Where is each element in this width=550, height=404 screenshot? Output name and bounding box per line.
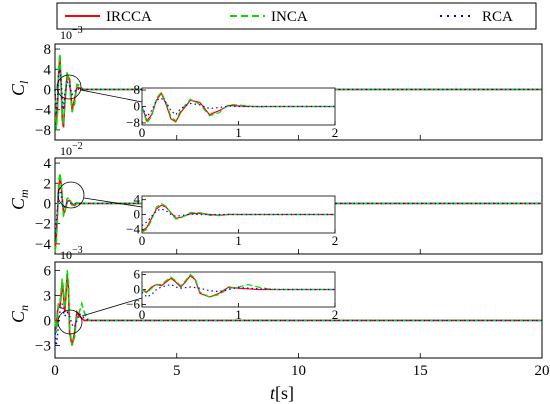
ylabel-cm: Cm bbox=[8, 189, 31, 210]
series-cl bbox=[54, 54, 542, 130]
series-line-rca bbox=[54, 188, 542, 234]
zoom-connector-cm bbox=[83, 197, 143, 208]
inset-series-line-ircca bbox=[141, 91, 335, 123]
series-line-inca bbox=[54, 173, 542, 253]
inset-series-line-inca bbox=[141, 90, 335, 125]
scale-factor-cm: 10−2 bbox=[60, 141, 83, 158]
yticks-cm: 4 2 0 −2 −4 bbox=[35, 156, 543, 254]
ytick-label: 2 bbox=[44, 176, 52, 192]
ytick-label: −3 bbox=[35, 338, 51, 354]
xticks-bottom: 0 5 10 15 20 bbox=[51, 363, 549, 379]
xtick-label: 0 bbox=[51, 363, 59, 379]
inset-ytick-label: 0 bbox=[134, 282, 141, 297]
ytick-label: −4 bbox=[35, 103, 51, 119]
ylabel-cl: Cl bbox=[8, 80, 31, 96]
inset-ytick-label: 4 bbox=[134, 192, 141, 207]
inset-ytick-label: 8 bbox=[134, 82, 141, 97]
ytick-label: 8 bbox=[44, 42, 52, 58]
ytick-label: 3 bbox=[44, 288, 52, 304]
zoom-circle-cn bbox=[57, 309, 83, 335]
zoom-connector-cn bbox=[81, 297, 143, 317]
legend-label-inca: INCA bbox=[271, 9, 308, 25]
inset-xtick-label: 0 bbox=[139, 125, 146, 140]
inset-series-line-rca bbox=[141, 97, 335, 118]
inset-series-line-inca bbox=[141, 202, 335, 233]
inset-xtick-label: 0 bbox=[139, 307, 146, 322]
legend-label-rca: RCA bbox=[482, 9, 513, 25]
series-cm bbox=[54, 173, 542, 253]
xtick-label: 15 bbox=[413, 363, 428, 379]
inset-series-line-inca bbox=[141, 273, 335, 298]
xlabel: t[s] bbox=[270, 383, 294, 403]
ytick-label: 0 bbox=[44, 313, 52, 329]
legend: IRCCA INCA RCA bbox=[56, 2, 537, 30]
series-line-inca bbox=[54, 54, 542, 130]
inset-xtick-label: 2 bbox=[332, 125, 339, 140]
inset-series-line-rca bbox=[141, 283, 335, 298]
zoom-circle-cl bbox=[56, 74, 82, 100]
yticks-cn: 6 3 0 −3 bbox=[35, 263, 543, 358]
yticks-cl: 8 4 0 −4 −8 bbox=[35, 42, 543, 140]
ytick-label: −4 bbox=[35, 237, 51, 253]
inset-xtick-label: 1 bbox=[235, 307, 242, 322]
inset-ytick-label: 0 bbox=[134, 207, 141, 222]
xtick-label: 10 bbox=[291, 363, 306, 379]
series-cn bbox=[54, 270, 542, 346]
inset-ytick-label: 6 bbox=[134, 267, 141, 282]
ytick-label: −2 bbox=[35, 217, 51, 233]
ytick-label: 0 bbox=[44, 196, 52, 212]
inset-ytick-label: −6 bbox=[126, 297, 140, 312]
ytick-label: −8 bbox=[35, 123, 51, 139]
zoom-connector-cl bbox=[80, 89, 143, 103]
inset-xtick-label: 2 bbox=[332, 307, 339, 322]
inset-xtick-label: 0 bbox=[139, 233, 146, 248]
ytick-label: 0 bbox=[44, 82, 52, 98]
legend-box bbox=[56, 2, 537, 30]
ytick-label: 4 bbox=[44, 156, 52, 172]
legend-label-ircca: IRCCA bbox=[106, 9, 152, 25]
inset-series-line-ircca bbox=[141, 204, 335, 232]
inset-xtick-label: 1 bbox=[235, 233, 242, 248]
ylabel-cn: Cn bbox=[8, 305, 31, 323]
xtick-label: 20 bbox=[535, 363, 550, 379]
inset-xtick-label: 1 bbox=[235, 125, 242, 140]
ytick-label: 4 bbox=[44, 62, 52, 78]
scale-factor-cl: 10−3 bbox=[60, 25, 83, 42]
inset-cl: 8 0−8 0 1 2 bbox=[126, 82, 338, 140]
zoom-circle-cm bbox=[57, 181, 85, 209]
inset-ytick-label: −8 bbox=[126, 115, 140, 130]
ytick-label: 6 bbox=[44, 263, 52, 279]
scale-factor-cn: 10−3 bbox=[60, 245, 83, 262]
inset-ytick-label: 0 bbox=[134, 99, 141, 114]
xtick-label: 5 bbox=[173, 363, 181, 379]
inset-ytick-label: −4 bbox=[126, 221, 140, 236]
inset-xtick-label: 2 bbox=[332, 233, 339, 248]
